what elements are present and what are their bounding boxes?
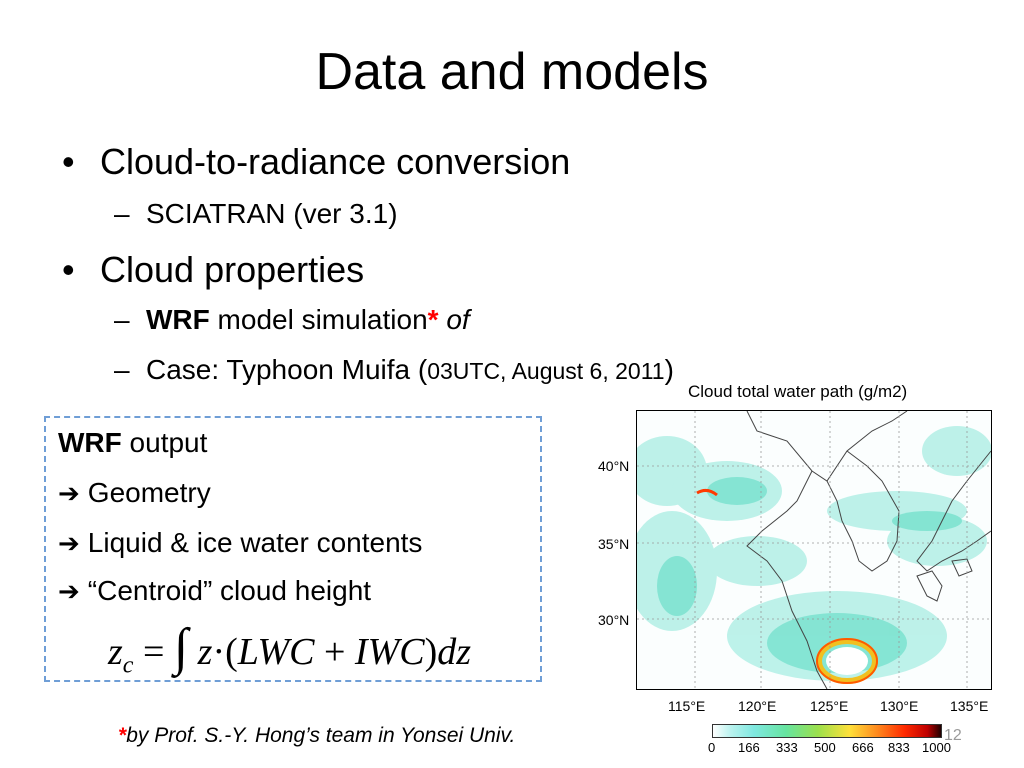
formula-dz: dz [437, 631, 472, 673]
page-number: 12 [944, 727, 962, 744]
formula-equals: = [142, 631, 165, 673]
of-text: of [438, 304, 470, 335]
formula-iwc: IWC [354, 631, 425, 673]
lon-label: 125°E [810, 698, 849, 714]
box-item: ➔ Geometry [58, 476, 211, 511]
colorbar-tick: 833 [888, 740, 910, 755]
sub-bullet-text: SCIATRAN (ver 3.1) [146, 198, 398, 229]
bullet-marker: • [62, 141, 75, 182]
colorbar-tick: 166 [738, 740, 760, 755]
footnote-text: by Prof. S.-Y. Hong’s team in Yonsei Uni… [126, 724, 516, 747]
box-heading-text: output [121, 427, 208, 458]
wrf-text: model simulation [209, 304, 428, 335]
formula-plus: + [323, 631, 346, 673]
lon-label: 120°E [738, 698, 777, 714]
lon-label: 130°E [880, 698, 919, 714]
sub-bullet-marker: – [114, 354, 130, 385]
formula-dot: · [212, 631, 226, 673]
map-svg [637, 411, 991, 689]
colorbar-tick: 0 [708, 740, 716, 755]
arrow-right-icon: ➔ [58, 529, 80, 559]
box-heading-bold: WRF [58, 427, 122, 458]
formula-close-paren: ) [424, 631, 438, 673]
formula-integral: ∫ [173, 619, 189, 676]
cloud-water-path-map [636, 410, 992, 690]
formula-z: z [108, 631, 123, 673]
case-suffix: ) [664, 354, 674, 385]
case-date: 03UTC, August 6, 2011 [427, 358, 665, 384]
arrow-right-icon: ➔ [58, 479, 80, 509]
lon-label: 115°E [668, 698, 706, 714]
arrow-right-icon: ➔ [58, 577, 80, 607]
sub-bullet-text: Case: Typhoon Muifa (03UTC, August 6, 20… [146, 352, 674, 389]
lon-label: 135°E [950, 698, 989, 714]
box-item-text: Liquid & ice water contents [87, 527, 423, 558]
colorbar-tick: 1000 [922, 740, 951, 755]
box-item: ➔ “Centroid” cloud height [58, 574, 371, 609]
formula-z2: z [197, 631, 213, 673]
cloud-core [696, 488, 718, 497]
footnote-asterisk: * [118, 724, 127, 747]
footnote: *by Prof. S.-Y. Hong’s team in Yonsei Un… [118, 724, 515, 748]
lat-label: 35°N [598, 536, 630, 552]
case-prefix: Case: Typhoon Muifa ( [146, 354, 428, 385]
typhoon-eye [826, 647, 868, 675]
map-title: Cloud total water path (g/m2) [688, 382, 908, 401]
formula-lwc: LWC [237, 631, 315, 673]
colorbar [712, 724, 942, 738]
box-heading: WRF output [58, 426, 207, 460]
typhoon-ring-core [816, 638, 878, 684]
box-item-text: Geometry [87, 477, 211, 508]
lat-label: 40°N [598, 458, 630, 474]
bullet-text: Cloud properties [100, 249, 365, 290]
wrf-output-box: WRF output ➔ Geometry ➔ Liquid & ice water… [44, 416, 542, 682]
wrf-bold: WRF [146, 304, 210, 335]
box-item: ➔ Liquid & ice water contents [58, 526, 422, 561]
typhoon-ring [816, 638, 878, 684]
sub-bullet-marker: – [114, 198, 130, 229]
slide-title: Data and models [315, 43, 709, 101]
formula-open-paren: ( [225, 631, 238, 673]
sub-bullet-marker: – [114, 304, 130, 335]
lat-label: 30°N [598, 612, 630, 628]
bullet-text: Cloud-to-radiance conversion [100, 141, 571, 182]
formula-sub-c: c [122, 652, 134, 679]
colorbar-tick: 333 [776, 740, 798, 755]
map-grid [637, 411, 991, 689]
colorbar-tick: 500 [814, 740, 836, 755]
colorbar-tick: 666 [852, 740, 874, 755]
box-item-text: “Centroid” cloud height [87, 575, 372, 606]
sub-bullet-text: WRF model simulation* of [146, 302, 470, 338]
centroid-formula: zc = ∫ z·(LWC + IWC)dz [108, 618, 471, 680]
bullet-marker: • [62, 249, 75, 290]
asterisk: * [427, 304, 439, 335]
